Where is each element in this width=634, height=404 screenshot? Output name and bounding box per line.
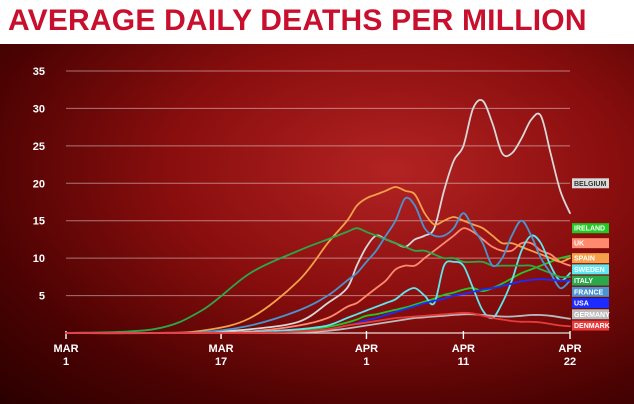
legend-label-uk: UK xyxy=(572,238,609,249)
legend-swatch-uk xyxy=(572,238,609,249)
legend-swatch-spain xyxy=(572,253,609,264)
legend-text: ITALY xyxy=(574,278,593,285)
legend-swatch-usa xyxy=(572,298,609,309)
series-line-uk xyxy=(65,227,571,334)
y-tick-label: 25 xyxy=(33,141,45,153)
series-line-denmark xyxy=(65,311,571,334)
legend-label-italy: ITALY xyxy=(572,275,609,286)
legend-swatch-denmark xyxy=(572,320,609,331)
x-tick-label: 22 xyxy=(564,356,576,368)
legend-label-spain: SPAIN xyxy=(572,253,609,264)
x-tick-label: 1 xyxy=(363,356,369,368)
x-tick-label: 17 xyxy=(215,356,227,368)
x-tick-label: MAR xyxy=(53,343,78,355)
legend-label-germany: GERMANY xyxy=(572,309,610,320)
legend-text: USA xyxy=(574,301,589,308)
y-tick-label: 20 xyxy=(33,178,45,190)
series-lines xyxy=(65,99,571,335)
x-tick-label: 1 xyxy=(63,356,69,368)
legend-label-denmark: DENMARK xyxy=(572,320,610,331)
legend-text: SPAIN xyxy=(574,256,595,263)
series-line-usa xyxy=(65,278,571,334)
y-tick-label: 15 xyxy=(33,216,45,228)
legend-text: IRELAND xyxy=(574,226,605,233)
series-line-italy xyxy=(65,227,571,334)
legend-label-belgium: BELGIUM xyxy=(572,178,609,189)
legend-swatch-ireland xyxy=(572,223,609,234)
legend-swatch-italy xyxy=(572,275,609,286)
legend-swatch-sweden xyxy=(572,264,609,275)
series-line-belgium xyxy=(65,99,571,334)
legend-text: BELGIUM xyxy=(574,181,606,188)
legend-text: DENMARK xyxy=(574,323,610,330)
y-tick-label: 35 xyxy=(33,66,45,78)
legend-text: GERMANY xyxy=(574,312,610,319)
legend-swatch-germany xyxy=(572,309,609,320)
y-tick-label: 10 xyxy=(33,253,45,265)
legend-label-usa: USA xyxy=(572,298,609,309)
y-tick-label: 30 xyxy=(33,103,45,115)
legend-text: UK xyxy=(574,241,584,248)
legend-swatch-france xyxy=(572,286,609,297)
x-tick-label: APR xyxy=(452,343,475,355)
legend-swatch-belgium xyxy=(572,178,609,189)
legend-label-france: FRANCE xyxy=(572,286,609,297)
legend-text: FRANCE xyxy=(574,289,603,296)
x-tick-label: 11 xyxy=(458,356,470,368)
legend-label-sweden: SWEDEN xyxy=(572,264,609,275)
chart-title: AVERAGE DAILY DEATHS PER MILLION xyxy=(8,4,587,37)
legend: BELGIUM IRELAND UK SPAIN SWEDEN ITALY FRANCE US… xyxy=(572,178,610,331)
title-bar: AVERAGE DAILY DEATHS PER MILLION xyxy=(0,0,634,44)
y-tick-label: 5 xyxy=(39,291,45,303)
series-line-france xyxy=(65,196,571,334)
series-line-spain xyxy=(65,186,571,335)
grid xyxy=(66,70,570,334)
series-line-germany xyxy=(65,313,571,334)
legend-label-ireland: IRELAND xyxy=(572,223,609,234)
x-tick-label: APR xyxy=(558,343,581,355)
legend-text: SWEDEN xyxy=(574,267,605,274)
series-line-sweden xyxy=(65,234,571,334)
x-tick-label: APR xyxy=(355,343,378,355)
x-tick-label: MAR xyxy=(209,343,234,355)
